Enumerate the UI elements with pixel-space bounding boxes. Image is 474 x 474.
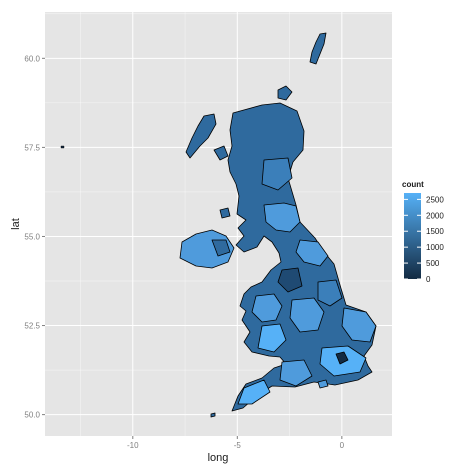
y-axis-title: lat — [10, 218, 22, 230]
legend-break-label: 1500 — [426, 227, 444, 236]
region-wales-south — [257, 323, 287, 353]
legend-break-label: 1000 — [426, 243, 444, 252]
island-islay — [219, 207, 231, 219]
y-tick-label: 55.0 — [24, 232, 40, 241]
y-tick-label: 52.5 — [24, 322, 40, 331]
legend-ticks: 2500 2000 1500 1000 500 0 — [404, 195, 444, 284]
region-central-scotland — [263, 202, 301, 233]
legend-break-label: 500 — [426, 259, 440, 268]
region-highlands-east — [261, 157, 293, 191]
isle-of-wight-region — [317, 379, 329, 389]
region-london — [335, 351, 349, 365]
region-cornwall — [237, 379, 271, 405]
legend-break-label: 2000 — [426, 211, 444, 220]
y-axis: 50.0 52.5 55.0 57.5 60.0 — [24, 54, 45, 420]
isles-of-scilly-region — [210, 412, 216, 418]
island-skye — [213, 145, 229, 161]
legend: count 2500 2000 1500 1000 500 0 — [402, 180, 444, 284]
western-isles-region — [185, 113, 217, 159]
st-kilda-region — [60, 145, 65, 149]
map-regions — [60, 32, 377, 418]
region-north-west — [277, 267, 303, 293]
x-axis: -10 -5 0 — [127, 436, 345, 450]
region-east-midlands — [317, 279, 343, 307]
x-tick-label: -5 — [234, 441, 242, 450]
x-axis-title: long — [208, 452, 229, 464]
legend-title: count — [402, 180, 424, 189]
x-tick-label: 0 — [340, 441, 345, 450]
legend-break-label: 2500 — [426, 195, 444, 204]
x-tick-label: -10 — [127, 441, 139, 450]
y-tick-label: 57.5 — [24, 143, 40, 152]
northern-ireland-region — [179, 229, 235, 269]
legend-break-label: 0 — [426, 275, 431, 284]
shetland-region — [309, 32, 327, 65]
region-midlands — [289, 297, 325, 333]
region-east-anglia — [341, 307, 377, 343]
region-south-west — [279, 359, 313, 387]
y-tick-label: 60.0 — [24, 54, 40, 63]
legend-colorbar — [404, 193, 421, 279]
orkney-region — [277, 85, 293, 101]
region-northern-england — [295, 239, 329, 267]
region-wales-north — [251, 293, 283, 323]
y-tick-label: 50.0 — [24, 411, 40, 420]
region-ni-east — [211, 239, 231, 257]
